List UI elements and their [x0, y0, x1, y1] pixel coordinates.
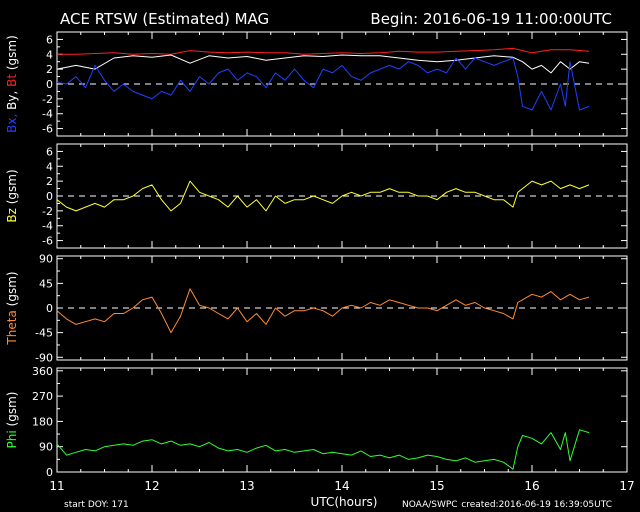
x-tick-label: 16 [524, 479, 539, 493]
y-tick-label: 4 [46, 48, 53, 61]
y-axis-label-part: Bx, [5, 114, 19, 133]
y-axis-label: Bx, By, Bt (gsm) [5, 35, 19, 133]
y-tick-label: 2 [46, 63, 53, 76]
source-label: NOAA/SWPC [402, 500, 458, 510]
y-tick-label: -6 [42, 123, 53, 136]
panel-2: -6 -4 -2 0 2 4 6 Bz (gsm) [5, 143, 628, 249]
y-tick-label: 90 [39, 253, 53, 266]
x-axis-label: UTC(hours) [311, 495, 378, 509]
y-axis-label-part: (gsm) [5, 169, 19, 208]
y-axis-label: Phi (gsm) [5, 392, 19, 449]
x-tick-label: 13 [239, 479, 254, 493]
y-tick-label: 6 [46, 33, 53, 46]
y-axis-label-part: Bz [5, 208, 19, 223]
y-tick-label: 180 [32, 415, 53, 428]
series-theta-line [56, 288, 590, 334]
y-tick-label: -2 [42, 205, 53, 218]
panels: -6 -4 -2 0 2 4 6 Bx, By, Bt (gsm) -6 -4 -2 0 2 4 6 Bz (… [5, 31, 635, 493]
y-tick-label: 45 [39, 277, 53, 290]
y-tick-label: 90 [39, 441, 53, 454]
panel-1: -6 -4 -2 0 2 4 6 Bx, By, Bt (gsm) [5, 31, 628, 137]
y-tick-label: -45 [35, 327, 53, 340]
y-axis-label: Theta (gsm) [5, 271, 19, 345]
y-axis-label-part: By, [5, 91, 19, 114]
x-tick-label: 11 [49, 479, 64, 493]
y-axis-label-part: (gsm) [5, 271, 19, 310]
y-tick-label: -6 [42, 235, 53, 248]
panel-3: -90 -45 0 45 90 Theta (gsm) [5, 253, 628, 364]
series-bz-line [56, 180, 590, 212]
y-tick-label: 4 [46, 160, 53, 173]
y-tick-label: 0 [46, 190, 53, 203]
begin-time: Begin: 2016-06-19 11:00:00UTC [370, 10, 612, 28]
x-tick-label: 15 [429, 479, 444, 493]
y-tick-label: 360 [32, 365, 53, 378]
x-tick-label: 14 [334, 479, 349, 493]
y-tick-label: -2 [42, 93, 53, 106]
y-tick-label: 0 [46, 302, 53, 315]
y-tick-label: 270 [32, 390, 53, 403]
y-tick-label: 2 [46, 175, 53, 188]
y-axis-label-part: (gsm) [5, 392, 19, 431]
y-tick-label: 0 [46, 78, 53, 91]
y-axis-label-part: Phi [5, 430, 19, 448]
x-tick-label: 17 [619, 479, 634, 493]
panel-frame [56, 367, 628, 473]
series-phi-line [56, 429, 590, 470]
x-tick-label: 12 [144, 479, 159, 493]
series-by-line [56, 54, 590, 74]
y-tick-label: 0 [46, 466, 53, 479]
chart-title: ACE RTSW (Estimated) MAG [60, 10, 269, 28]
series-bt-line [57, 47, 590, 55]
y-axis-label-part: Theta [5, 310, 19, 345]
start-doy: start DOY: 171 [64, 500, 129, 510]
y-axis-label: Bz (gsm) [5, 169, 19, 222]
y-axis-label-part: Bt [5, 74, 19, 91]
panel-4: 0 90 180 270 360 Phi (gsm) 11 12 13 14 15 16 17 [5, 365, 635, 493]
y-tick-label: -90 [35, 351, 53, 364]
series-bx-line [56, 57, 590, 111]
y-tick-label: 6 [46, 145, 53, 158]
y-tick-label: -4 [42, 108, 53, 121]
created-label: created:2016-06-19 16:39:05UTC [461, 500, 612, 510]
y-axis-label-part: (gsm) [5, 35, 19, 74]
y-tick-label: -4 [42, 220, 53, 233]
